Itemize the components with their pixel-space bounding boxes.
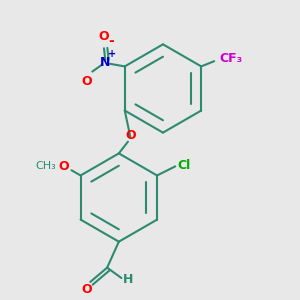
Text: H: H [123, 273, 133, 286]
Text: CF₃: CF₃ [219, 52, 242, 65]
Text: -: - [109, 34, 114, 48]
Text: O: O [58, 160, 69, 173]
Text: O: O [99, 30, 109, 43]
Text: O: O [82, 283, 92, 296]
Text: Cl: Cl [178, 159, 191, 172]
Text: CH₃: CH₃ [35, 161, 56, 171]
Text: O: O [125, 129, 136, 142]
Text: N: N [100, 56, 110, 69]
Text: +: + [108, 49, 116, 58]
Text: O: O [82, 76, 92, 88]
